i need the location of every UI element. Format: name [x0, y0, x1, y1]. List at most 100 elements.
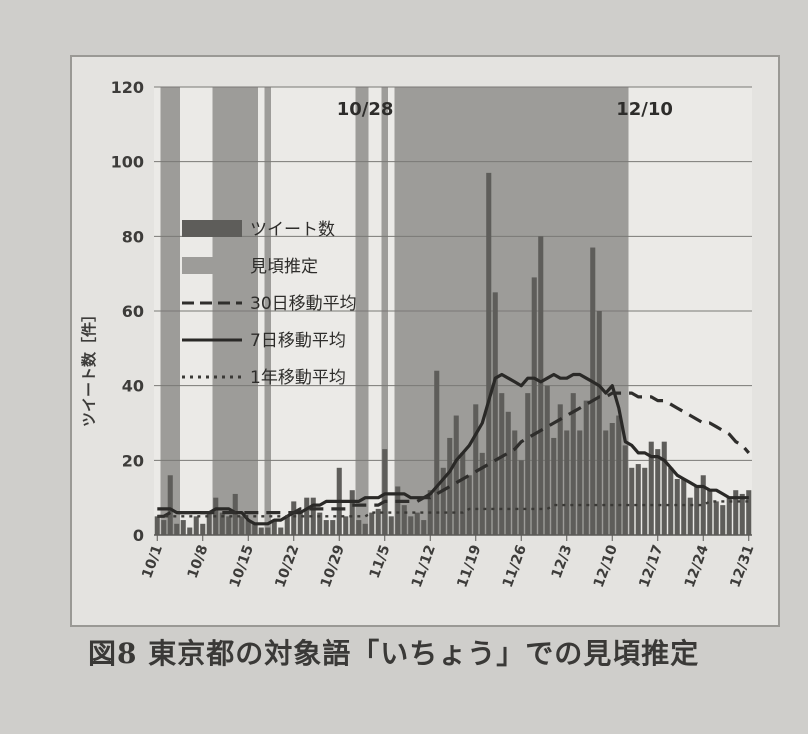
annotation-10/28: 10/28: [337, 99, 394, 120]
bar-10/22: [291, 501, 297, 535]
bar-12/7: [590, 247, 596, 536]
bar-10/2: [161, 520, 167, 535]
bar-11/23: [499, 393, 505, 535]
bar-10/13: [232, 493, 238, 535]
bar-12/12: [622, 445, 628, 535]
bar-12/6: [583, 400, 589, 535]
bar-12/2: [557, 404, 563, 535]
x-tick-label-12/31: 12/31: [727, 543, 757, 590]
x-tick-label-10/22: 10/22: [272, 543, 302, 590]
bar-10/27: [323, 520, 329, 535]
bar-10/9: [206, 512, 212, 535]
bar-12/10: [609, 423, 615, 535]
bar-12/30: [739, 493, 745, 535]
bar-10/1: [154, 516, 160, 535]
x-tick-label-12/3: 12/3: [549, 543, 576, 581]
bar-10/31: [349, 490, 355, 535]
y-tick-label-0: 0: [133, 526, 144, 545]
bar-10/5: [180, 520, 186, 535]
legend-label-1: 見頃推定: [250, 257, 318, 277]
y-tick-label-80: 80: [122, 227, 144, 246]
legend-label-3: 7日移動平均: [250, 331, 346, 351]
chart-svg: 0 20 40 60 80 100 120 10/1 10/8 10/15 10/22 10/29 11…: [80, 78, 758, 590]
bar-12/20: [674, 479, 680, 535]
bar-11/5: [382, 449, 388, 535]
bar-12/19: [668, 467, 674, 535]
bar-11/14: [440, 467, 446, 535]
bar-11/1: [356, 520, 362, 535]
bar-10/7: [193, 516, 199, 535]
legend-label-4: 1年移動平均: [250, 368, 346, 388]
bar-12/29: [733, 490, 739, 535]
bar-12/25: [707, 490, 713, 535]
x-tick-label-12/24: 12/24: [682, 543, 712, 590]
bar-11/7: [395, 486, 401, 535]
bar-11/21: [486, 172, 492, 535]
legend-swatch-1: [182, 257, 242, 274]
bar-12/15: [642, 467, 648, 535]
bar-12/13: [629, 467, 635, 535]
bar-11/13: [434, 370, 440, 535]
bar-10/4: [174, 523, 180, 535]
chart-frame: 0 20 40 60 80 100 120 10/1 10/8 10/15 10/22 10/29 11…: [70, 55, 780, 627]
bar-11/2: [362, 523, 368, 535]
annotations: 10/28 12/10: [337, 99, 673, 120]
bar-12/22: [687, 497, 693, 535]
y-axis-label: ツイート数［件］: [80, 307, 98, 427]
bar-12/4: [570, 393, 576, 535]
bar-10/15: [245, 520, 251, 535]
x-tick-label-12/17: 12/17: [636, 543, 666, 590]
bar-11/15: [447, 437, 453, 535]
bar-11/22: [492, 292, 498, 535]
bar-12/21: [681, 479, 687, 535]
bar-10/25: [310, 497, 316, 535]
bar-12/27: [720, 505, 726, 535]
y-tick-label-100: 100: [111, 153, 144, 172]
bar-11/29: [538, 236, 544, 536]
bar-12/24: [700, 475, 706, 535]
bar-10/30: [343, 516, 349, 535]
bar-10/28: [330, 520, 336, 535]
bar-12/8: [596, 311, 602, 535]
bar-11/28: [531, 277, 537, 535]
bar-11/24: [505, 411, 511, 535]
bar-12/11: [616, 415, 622, 535]
bar-10/26: [317, 512, 323, 535]
bar-11/8: [401, 505, 407, 535]
x-tick-label-12/10: 12/10: [591, 543, 621, 590]
y-tick-label-120: 120: [111, 78, 144, 97]
bar-10/3: [167, 475, 173, 535]
legend-label-2: 30日移動平均: [250, 294, 357, 314]
annotation-12/10: 12/10: [616, 99, 673, 120]
bar-10/6: [187, 527, 193, 535]
bar-10/11: [219, 512, 225, 535]
bar-10/24: [304, 497, 310, 535]
figure-caption: 図8 東京都の対象語「いちょう」での見頃推定: [88, 637, 700, 670]
bar-10/12: [226, 516, 232, 535]
moving-average-lines: [157, 372, 751, 526]
bar-12/26: [713, 501, 719, 535]
bar-11/3: [369, 512, 375, 535]
bar-11/25: [512, 430, 518, 535]
legend-swatch-0: [182, 220, 242, 237]
bar-12/17: [655, 449, 661, 535]
x-tick-label-10/15: 10/15: [227, 543, 257, 590]
bar-12/28: [726, 497, 732, 535]
bar-12/5: [577, 430, 583, 535]
line-1year: [157, 500, 749, 518]
bar-10/16: [252, 523, 258, 535]
bar-11/20: [479, 452, 485, 535]
x-tick-label-11/19: 11/19: [454, 543, 484, 590]
bar-12/16: [648, 441, 654, 535]
line-7day: [157, 372, 749, 526]
y-tick-label-20: 20: [122, 451, 144, 470]
bar-10/21: [284, 516, 290, 535]
bar-12/18: [661, 441, 667, 535]
bar-12/23: [694, 486, 700, 535]
bar-11/16: [453, 415, 459, 535]
bar-10/23: [297, 512, 303, 535]
bar-12/31: [746, 490, 752, 535]
x-tick-label-11/5: 11/5: [367, 543, 394, 581]
bar-11/4: [375, 508, 381, 535]
